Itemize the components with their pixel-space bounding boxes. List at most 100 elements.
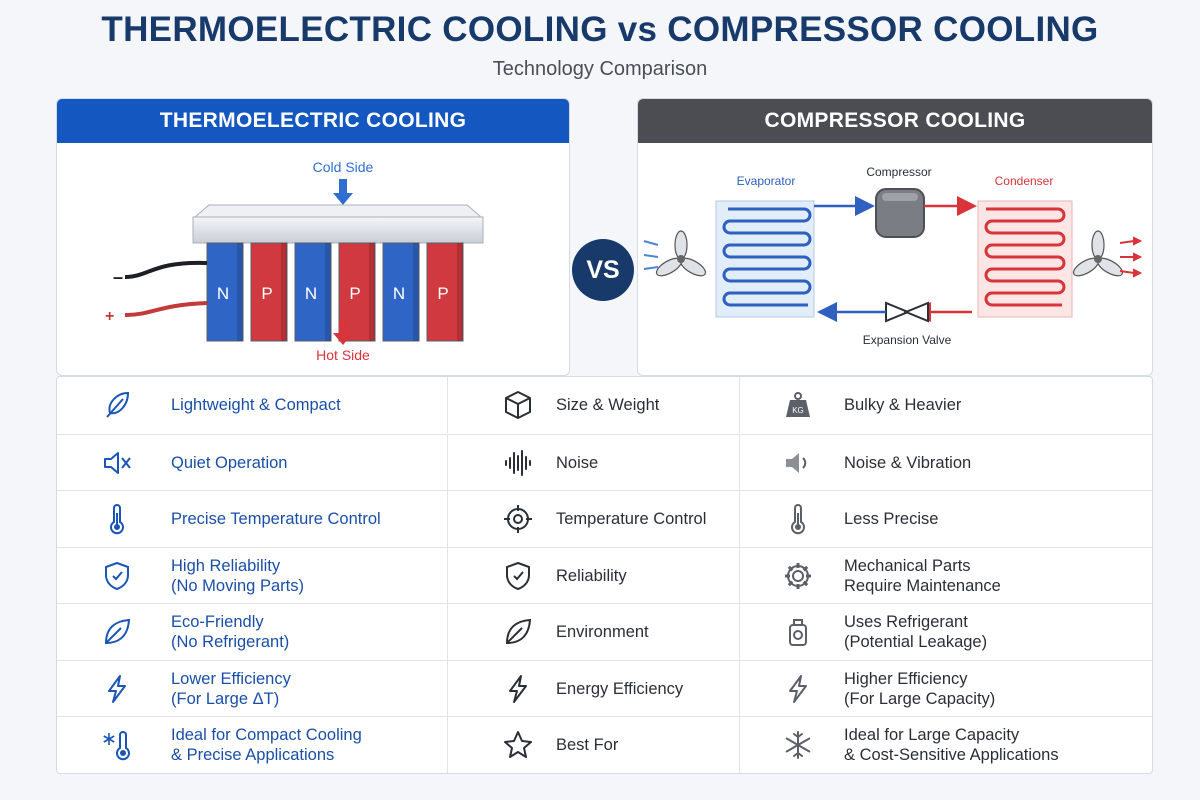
- pellet-label: N: [305, 284, 317, 303]
- thermoelectric-header: THERMOELECTRIC COOLING: [57, 99, 569, 143]
- expansion-valve-label: Expansion Valve: [863, 333, 952, 347]
- cell-line: Noise & Vibration: [844, 453, 972, 472]
- lightning-icon: [101, 673, 133, 705]
- cell-line: Temperature Control: [556, 510, 707, 528]
- kg-weight-icon: KG: [786, 392, 810, 417]
- gear-icon: [785, 562, 811, 589]
- cell-line: Environment: [556, 623, 649, 641]
- compressor-cell: Mechanical Parts Require Maintenance: [739, 547, 1153, 604]
- shield-icon: [105, 561, 129, 590]
- evaporator-coil: [715, 200, 815, 318]
- shield-icon: [502, 560, 534, 592]
- thermoelectric-cell: Quiet Operation: [57, 435, 447, 491]
- hot-side-label: Hot Side: [316, 347, 370, 363]
- pellet-shade: [457, 243, 463, 341]
- cell-line: Energy Efficiency: [556, 679, 684, 698]
- cell-line: Lower Efficiency: [171, 669, 291, 688]
- refrigerant-tank-icon: [782, 616, 814, 648]
- speaker-icon: [786, 452, 807, 473]
- cell-line: Precise Temperature Control: [171, 510, 381, 528]
- hot-airflow-icon: [1119, 236, 1143, 278]
- cell-text: Environment: [556, 604, 649, 660]
- cell-line: Lightweight & Compact: [171, 396, 341, 414]
- table-row: Precise Temperature Control Temperature C…: [57, 490, 1152, 547]
- vs-badge: VS: [572, 239, 634, 301]
- star-icon: [504, 731, 532, 758]
- cell-line: Size & Weight: [556, 396, 660, 414]
- leaf-icon: [502, 616, 534, 648]
- table-row: Lower Efficiency (For Large ΔT) Energy Eff…: [57, 659, 1153, 717]
- pellet-shade: [413, 243, 419, 341]
- pellet-shade: [237, 243, 243, 341]
- n-type-pellet: [294, 242, 332, 342]
- leaf-icon: [104, 618, 131, 645]
- cell-line: Eco-Friendly: [171, 613, 264, 631]
- cold-arrow-icon: [333, 179, 353, 205]
- cell-line: (Potential Leakage): [844, 633, 988, 651]
- top-plate: [192, 216, 484, 244]
- evaporator-tubing: [722, 207, 812, 307]
- soundwave-icon: [502, 447, 534, 479]
- negative-wire: [124, 260, 208, 279]
- criterion-cell: Noise: [447, 434, 740, 491]
- speaker-mute-icon: [104, 451, 131, 474]
- thermometer-icon: [110, 504, 124, 535]
- thermoelectric-cell: Precise Temperature Control: [57, 491, 447, 547]
- cell-line: Best For: [556, 736, 619, 754]
- cell-text: Lower Efficiency (For Large ΔT): [171, 661, 291, 717]
- cell-text: Eco-Friendly (No Refrigerant): [171, 604, 289, 660]
- compressor-cell: Uses Refrigerant (Potential Leakage): [739, 604, 1153, 660]
- p-type-pellet: [250, 242, 288, 342]
- svg-text:KG: KG: [792, 406, 804, 415]
- leaf-icon: [101, 616, 133, 648]
- cell-text: Best For: [556, 717, 618, 773]
- table-row: High Reliability (No Moving Parts) Reliabi…: [57, 546, 1153, 604]
- criterion-cell: Environment: [447, 604, 740, 660]
- lightning-icon: [789, 674, 807, 703]
- pellet-shade: [369, 243, 375, 341]
- cell-text: Mechanical Parts Require Maintenance: [844, 548, 1001, 604]
- peltier-module-diagram: Cold Side N P N P N P – + Hot Side: [105, 159, 484, 363]
- cold-airflow-icon: [643, 240, 659, 270]
- compressor-cell: Higher Efficiency (For Large Capacity): [739, 660, 1153, 717]
- compressor-cell: KG Bulky & Heavier: [739, 377, 1153, 433]
- condenser-label: Condenser: [995, 174, 1054, 188]
- thermoelectric-cell: Lightweight & Compact: [57, 377, 447, 433]
- condenser-tubing: [984, 207, 1066, 307]
- snow-thermometer-icon: [101, 729, 133, 761]
- compressor-label: Compressor: [866, 165, 931, 179]
- criterion-cell: Temperature Control: [447, 491, 740, 547]
- kg-weight-icon: KG: [782, 389, 814, 421]
- table-row: Ideal for Compact Cooling & Precise Appli…: [57, 716, 1152, 773]
- cell-line: Require Maintenance: [844, 576, 1001, 595]
- compressor-cell: Ideal for Large Capacity & Cost-Sensitive…: [739, 717, 1153, 773]
- pellet-label: P: [261, 284, 272, 303]
- speaker-icon: [782, 447, 814, 479]
- thermometer-icon: [782, 503, 814, 535]
- feather-icon: [106, 391, 130, 418]
- condenser-coil: [977, 200, 1073, 318]
- cell-line: Uses Refrigerant: [844, 613, 968, 631]
- thermoelectric-cell: Ideal for Compact Cooling & Precise Appli…: [57, 717, 447, 773]
- cell-text: Noise: [556, 435, 598, 491]
- lightning-icon: [502, 673, 534, 705]
- cell-text: Higher Efficiency (For Large Capacity): [844, 661, 995, 717]
- cell-line: Ideal for Compact Cooling: [171, 726, 362, 744]
- p-type-pellet: [426, 242, 464, 342]
- cell-text: Less Precise: [844, 491, 938, 547]
- compressor-cell: Less Precise: [739, 491, 1153, 547]
- thermoelectric-cell: High Reliability (No Moving Parts): [57, 548, 447, 604]
- leaf-icon: [505, 618, 532, 645]
- n-type-pellet: [382, 242, 420, 342]
- compressor-header: COMPRESSOR COOLING: [638, 99, 1152, 143]
- criterion-cell: Reliability: [447, 547, 740, 604]
- cell-line: (For Large ΔT): [171, 689, 280, 708]
- compressor-highlight: [882, 193, 918, 201]
- cell-line: Higher Efficiency: [844, 669, 968, 688]
- cell-line: Mechanical Parts: [844, 556, 971, 575]
- cell-text: Reliability: [556, 548, 627, 604]
- snow-thermometer-icon: [103, 731, 130, 761]
- criterion-cell: Energy Efficiency: [447, 660, 740, 717]
- feather-icon: [101, 389, 133, 421]
- cell-text: Ideal for Compact Cooling & Precise Appli…: [171, 717, 362, 773]
